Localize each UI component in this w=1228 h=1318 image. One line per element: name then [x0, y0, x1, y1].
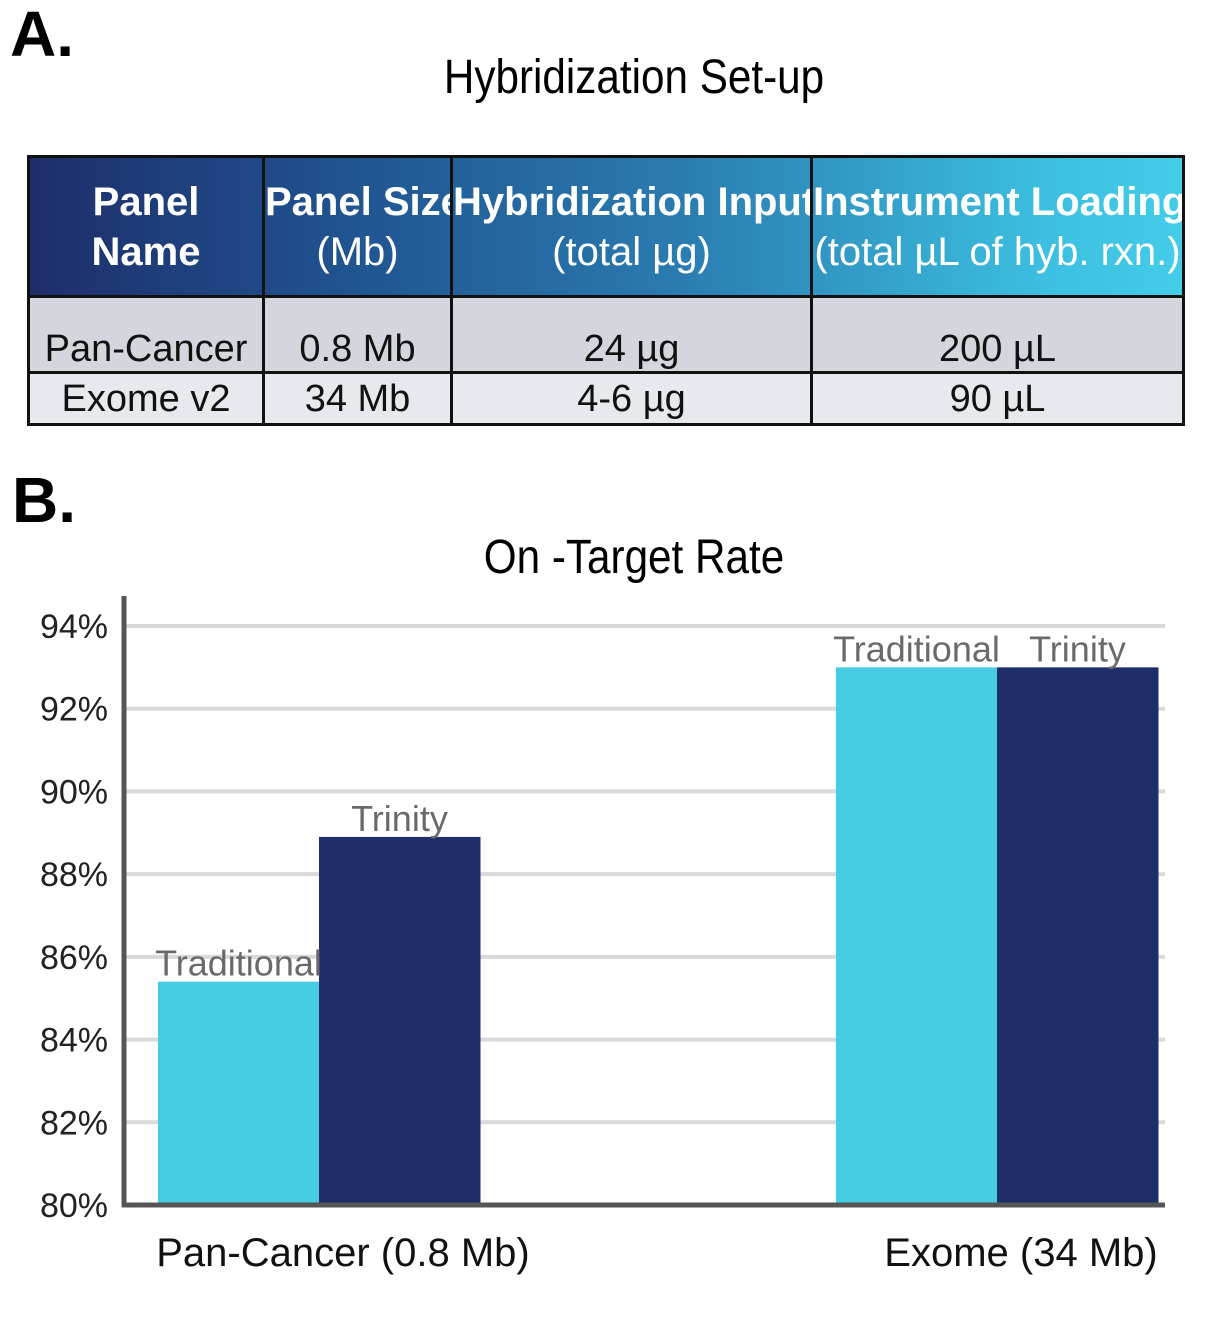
y-tick-label: 84% [40, 1022, 108, 1060]
bar-label: Traditional [833, 628, 1000, 669]
table-title: Hybridization Set-up [443, 51, 825, 104]
header-panel-name-title: Panel [92, 179, 200, 224]
header-hyb-input-title: Hybridization Input [453, 179, 812, 224]
panel-b-letter: B. [12, 464, 76, 536]
hybridization-table: Panel Name Panel Size (Mb) Hybridization I… [27, 155, 1185, 426]
table-cell: 34 Mb [262, 371, 453, 426]
bar [997, 667, 1159, 1205]
header-panel-size: Panel Size (Mb) [262, 155, 453, 298]
table-cell: 24 µg [450, 295, 813, 374]
bar [158, 981, 320, 1205]
chart-title: On -Target Rate [483, 531, 785, 584]
bar-label: Trinity [1029, 628, 1126, 669]
header-instrument-loading: Instrument Loading (total µL of hyb. rxn.… [810, 155, 1185, 298]
header-hyb-input: Hybridization Input (total µg) [450, 155, 813, 298]
y-tick-label: 92% [40, 691, 108, 729]
table-header-row: Panel Name Panel Size (Mb) Hybridization I… [27, 155, 1185, 298]
table-cell: Pan-Cancer [27, 295, 265, 374]
table-row: Exome v2 34 Mb 4-6 µg 90 µL [27, 371, 1185, 426]
on-target-rate-chart: 80% 82% 84% 86% 88% 90% 92% 94% Traditional Trini… [40, 596, 1165, 1275]
bars [158, 667, 1159, 1205]
table-cell: 0.8 Mb [262, 295, 453, 374]
header-hyb-input-sub: (total µg) [552, 229, 711, 274]
bar-label: Trinity [351, 798, 448, 839]
table-cell: 200 µL [810, 295, 1185, 374]
bar [836, 667, 998, 1205]
y-tick-label: 88% [40, 856, 108, 894]
header-panel-name-sub: Name [91, 229, 201, 274]
header-panel-name: Panel Name [27, 155, 265, 298]
header-panel-size-title: Panel Size [265, 179, 452, 224]
header-instrument-loading-title: Instrument Loading [813, 179, 1184, 224]
y-tick-label: 82% [40, 1104, 108, 1142]
y-tick-label: 90% [40, 773, 108, 811]
table-row: Pan-Cancer 0.8 Mb 24 µg 200 µL [27, 295, 1185, 374]
header-instrument-loading-sub: (total µL of hyb. rxn.) [814, 229, 1181, 274]
panel-a-letter: A. [10, 0, 74, 70]
table-cell: 4-6 µg [450, 371, 813, 426]
x-category-label: Exome (34 Mb) [884, 1231, 1157, 1275]
y-tick-label: 86% [40, 939, 108, 977]
header-panel-size-sub: (Mb) [316, 229, 399, 274]
y-tick-label: 80% [40, 1187, 108, 1225]
y-tick-label: 94% [40, 608, 108, 646]
axes [121, 596, 1165, 1208]
bar [319, 836, 481, 1205]
table-cell: Exome v2 [27, 371, 265, 426]
x-category-label: Pan-Cancer (0.8 Mb) [156, 1231, 529, 1275]
table-cell: 90 µL [810, 371, 1185, 426]
bar-label: Traditional [155, 943, 322, 984]
labels: 80% 82% 84% 86% 88% 90% 92% 94% Traditional Trini… [40, 608, 1158, 1275]
